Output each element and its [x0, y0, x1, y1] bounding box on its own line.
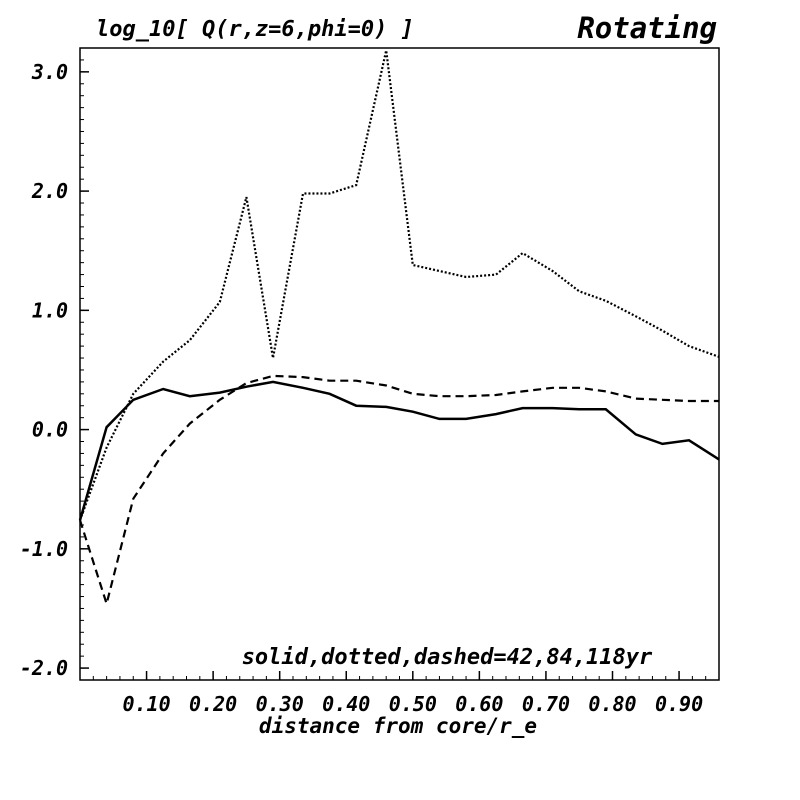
- plot-frame: [79, 47, 720, 681]
- x-tick-label: 0.40: [322, 692, 370, 716]
- chart-subtitle: Rotating: [577, 11, 717, 45]
- y-tick-label: -1.0: [20, 537, 68, 561]
- series-layer: [78, 50, 720, 608]
- x-tick-label: 0.50: [389, 692, 437, 716]
- y-axis: 3.0 2.0 1.0 0.0 -1.0 -2.0: [20, 60, 89, 680]
- y-tick-label: 0.0: [32, 418, 68, 442]
- x-tick-label: 0.30: [256, 692, 304, 716]
- y-tick-label: 2.0: [31, 179, 68, 203]
- series-line-dashed: [78, 374, 719, 608]
- x-tick-label: 0.20: [189, 692, 237, 716]
- y-tick-label: -2.0: [20, 656, 68, 680]
- plot-area: 3.0 2.0 1.0 0.0 -1.0 -2.0 0.10 0.20 0.30 0.40 0.5…: [20, 47, 720, 716]
- series-line-dotted: [78, 50, 720, 521]
- y-tick-label: 3.0: [31, 60, 68, 84]
- series-annotation: solid,dotted,dashed=42,84,118yr: [242, 645, 653, 670]
- y-tick-label: 1.0: [32, 298, 68, 322]
- minor-ticks: [80, 47, 707, 681]
- x-tick-label: 0.60: [455, 692, 503, 716]
- x-axis-label: distance from core/r_e: [259, 714, 537, 738]
- chart-title: log_10[ Q(r,z=6,phi=0) ]: [96, 17, 414, 42]
- x-tick-label: 0.80: [588, 692, 636, 716]
- series-line-solid: [78, 380, 720, 521]
- x-tick-label: 0.10: [122, 692, 170, 716]
- x-tick-label: 0.70: [522, 692, 570, 716]
- x-axis: 0.10 0.20 0.30 0.40 0.50 0.60 0.70 0.80 0.90: [122, 671, 703, 716]
- x-tick-label: 0.90: [655, 692, 703, 716]
